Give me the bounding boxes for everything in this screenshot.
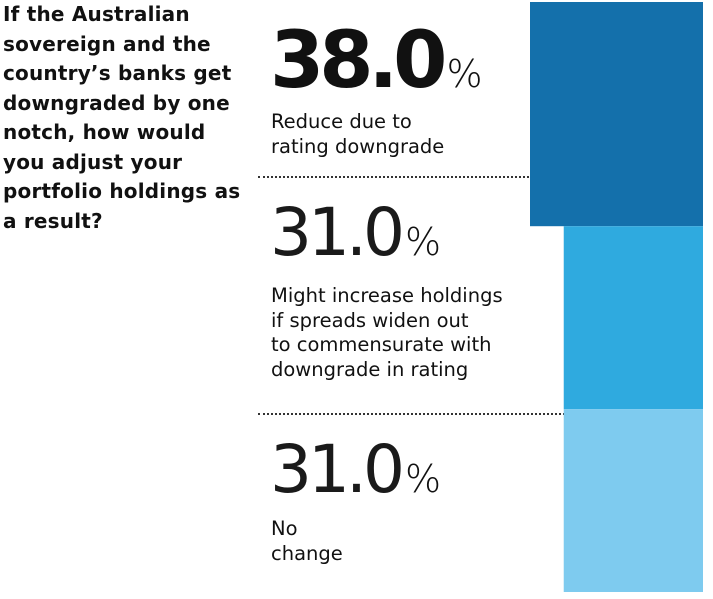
answer-label-1: Reduce due to rating downgrade bbox=[271, 110, 561, 159]
label-line: change bbox=[271, 541, 343, 565]
percent-number: 31.0 bbox=[270, 431, 405, 508]
percent-symbol: % bbox=[404, 220, 442, 264]
bar-2 bbox=[563, 226, 703, 410]
percent-value-2: 31.0% bbox=[270, 200, 441, 266]
percent-symbol: % bbox=[446, 52, 483, 96]
answer-row-3: 31.0% No change bbox=[258, 415, 558, 592]
percent-symbol: % bbox=[404, 457, 442, 501]
answer-label-3: No change bbox=[271, 517, 561, 566]
answer-row-1: 38.0% Reduce due to rating downgrade bbox=[258, 0, 558, 178]
question-text: If the Australian sovereign and the coun… bbox=[3, 2, 241, 233]
label-line: Reduce due to bbox=[271, 110, 412, 133]
percent-value-1: 38.0% bbox=[270, 22, 483, 100]
dotted-divider-1 bbox=[258, 176, 565, 178]
bar-1 bbox=[530, 2, 703, 227]
percent-value-3: 31.0% bbox=[270, 437, 441, 503]
label-line: downgrade in rating bbox=[271, 357, 469, 381]
label-line: Might increase holdings bbox=[271, 284, 503, 307]
label-line: rating downgrade bbox=[271, 134, 445, 158]
label-line: to commensurate with bbox=[271, 333, 492, 356]
answer-label-2: Might increase holdings if spreads widen… bbox=[271, 284, 561, 382]
answer-row-2: 31.0% Might increase holdings if spreads… bbox=[258, 178, 558, 415]
bar-3 bbox=[563, 409, 703, 592]
label-line: No bbox=[271, 517, 298, 540]
label-line: if spreads widen out bbox=[271, 308, 469, 332]
percent-number: 31.0 bbox=[270, 194, 405, 271]
dotted-divider-2 bbox=[258, 413, 565, 415]
percent-number: 38.0 bbox=[270, 16, 447, 106]
